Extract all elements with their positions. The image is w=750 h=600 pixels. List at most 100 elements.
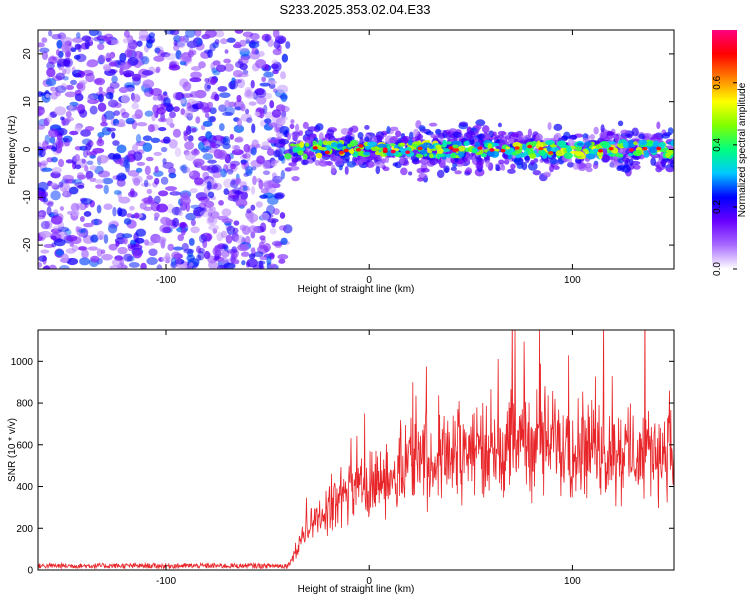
spectrogram-blob: [160, 176, 169, 185]
spectrogram-blob: [202, 239, 208, 249]
spectrogram-blob: [454, 170, 462, 175]
spectrogram-blob: [65, 159, 74, 164]
spectrogram-blob: [48, 264, 57, 269]
x-tick-label: 100: [564, 576, 581, 587]
spectrogram-blob: [110, 39, 120, 45]
spectrogram-blob: [120, 61, 126, 72]
spectrogram-peak: [548, 151, 554, 155]
y-tick-label: -20: [22, 237, 33, 252]
spectrogram-blob: [135, 228, 147, 237]
spectrogram-blob: [626, 133, 633, 139]
spectrogram-blob: [600, 124, 605, 133]
spectrogram-peak: [477, 146, 483, 150]
spectrogram-blob: [621, 164, 631, 173]
spectrogram-blob: [154, 177, 160, 185]
spectrogram-blob: [638, 133, 646, 140]
spectrogram-blob: [347, 130, 353, 136]
spectrogram-blob: [119, 174, 127, 181]
spectrogram-blob: [204, 77, 210, 83]
spectrogram-blob: [123, 236, 128, 245]
spectrogram-blob: [185, 125, 192, 135]
spectrogram-blob: [617, 120, 624, 127]
spectrogram-blob: [134, 109, 143, 120]
spectrogram-blob: [168, 64, 181, 71]
spectrogram-blob: [436, 169, 445, 179]
spectrogram-blob: [53, 238, 66, 247]
spectrogram-blob: [207, 49, 213, 58]
spectrogram-blob: [233, 220, 240, 226]
spectrogram-blob: [599, 140, 610, 147]
spectrogram-blob: [196, 38, 203, 46]
spectrogram-blob: [74, 181, 85, 188]
spectrogram-blob: [46, 67, 56, 78]
spectrogram-blob: [430, 134, 438, 139]
spectrogram-blob: [156, 203, 169, 213]
spectrogram-blob: [141, 70, 154, 76]
spectrogram-blob: [86, 160, 94, 166]
spectrogram-blob: [41, 51, 49, 61]
spectrogram-blob: [507, 168, 516, 174]
spectrogram-blob: [400, 167, 408, 176]
spectrogram-blob: [243, 143, 251, 153]
spectrogram-blob: [245, 165, 253, 175]
spectrogram-blob: [102, 177, 114, 185]
spectrogram-blob: [105, 92, 114, 100]
spectrogram-blob: [279, 71, 287, 80]
spectrogram-blob: [289, 166, 300, 171]
spectrogram-blob: [486, 150, 496, 157]
spectrogram-blob: [126, 43, 138, 50]
spectrogram-blob: [516, 163, 524, 169]
spectrogram-blob: [234, 41, 241, 48]
spectrogram-blob: [133, 151, 143, 161]
spectrogram-blob: [132, 249, 143, 259]
spectrogram-blob: [194, 30, 202, 37]
spectrogram-blob: [257, 50, 265, 57]
spectrogram-blob: [185, 30, 196, 38]
spectrogram-blob: [349, 149, 355, 155]
spectrogram-x-label: Height of straight line (km): [298, 284, 415, 295]
spectrogram-blob: [553, 165, 560, 170]
spectrogram-blob: [268, 159, 280, 164]
spectrogram-blob: [660, 160, 667, 165]
spectrogram-blob: [163, 97, 171, 106]
spectrogram-blob: [276, 84, 289, 94]
spectrogram-blob: [41, 37, 48, 43]
spectrogram-blob: [50, 190, 61, 201]
spectrogram-blob: [638, 139, 648, 146]
spectrogram-blob: [199, 210, 212, 218]
spectrogram-blob: [198, 196, 210, 202]
spectrogram-blob: [297, 150, 304, 156]
spectrogram-blob: [408, 171, 413, 176]
spectrogram-peak: [382, 147, 388, 152]
x-tick-label: -100: [156, 576, 176, 587]
spectrogram-blob: [463, 156, 468, 162]
spectrogram-peak: [656, 146, 662, 151]
spectrogram-blob: [452, 131, 462, 138]
spectrogram-blob: [172, 44, 180, 51]
spectrogram-blob: [285, 41, 291, 49]
spectrogram-blob: [207, 211, 213, 217]
spectrogram-blob: [475, 151, 482, 156]
spectrogram-blob: [207, 191, 215, 199]
spectrogram-blob: [299, 141, 305, 148]
spectrogram-blob: [593, 126, 599, 135]
spectrogram-peak: [448, 146, 454, 150]
spectrogram-blob: [395, 130, 402, 138]
spectrogram-blob: [98, 86, 103, 92]
spectrogram-blob: [250, 79, 255, 89]
spectrogram-blob: [70, 202, 80, 212]
spectrogram-blob: [245, 36, 251, 44]
spectrogram-blob: [51, 156, 58, 163]
spectrogram-blob: [386, 126, 391, 134]
spectrogram-blob: [280, 105, 290, 113]
colorbar-ticks: 0.0 0.2 0.4 0.6: [712, 75, 737, 276]
spectrogram-blob: [118, 196, 131, 204]
spectrogram-blob: [315, 123, 324, 131]
spectrogram-blob: [153, 212, 160, 219]
spectrogram-blob: [223, 58, 232, 64]
x-tick-label: -100: [156, 275, 176, 286]
spectrogram-blob: [631, 127, 639, 137]
spectrogram-blob: [436, 153, 441, 160]
spectrogram-blob: [305, 142, 310, 147]
spectrogram-blob: [620, 129, 629, 135]
